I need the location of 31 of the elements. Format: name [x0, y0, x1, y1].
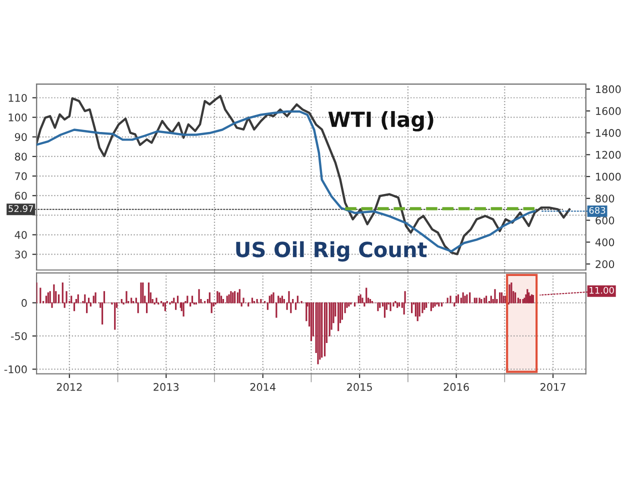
y2-tick-label: 800 [596, 194, 614, 202]
x-tick-label: 2013 [154, 383, 179, 391]
annotation: 11.00 [590, 286, 614, 294]
y2-tick-label: 1000 [596, 172, 621, 181]
y2-tick-label: 1200 [596, 150, 621, 159]
y2-tick-label: 1400 [596, 129, 621, 137]
y-tick-label: 110 [8, 94, 27, 102]
data-label: 683 [589, 206, 606, 214]
y2-tick-label: 600 [596, 216, 614, 224]
y-tick-label: 30 [15, 250, 27, 258]
y-tick-label: 40 [14, 230, 27, 239]
y-tick-label: -100 [4, 365, 27, 374]
x-tick-label: 2016 [444, 383, 469, 391]
y-tick-label: 60 [14, 192, 27, 200]
x-tick-label: 2012 [56, 383, 82, 391]
data-label: 52.97 [8, 205, 34, 212]
y2-tick-label: 1600 [596, 107, 621, 116]
x-tick-label: 2015 [347, 383, 372, 391]
y-tick-label: 90 [14, 133, 27, 141]
y2-tick-label: 1800 [596, 85, 621, 94]
annotation: US Oil Rig Count [236, 241, 427, 262]
y-tick-label: 80 [14, 152, 27, 161]
y-tick-label: 100 [8, 114, 27, 122]
annotation: WTI (lag) [328, 111, 434, 132]
y2-tick-label: 400 [595, 238, 614, 246]
y-tick-label: 70 [15, 172, 27, 180]
x-tick-label: 2014 [250, 383, 276, 391]
y-tick-label: -50 [11, 332, 27, 340]
y-tick-label: 0 [22, 299, 27, 307]
x-tick-label: 2017 [540, 383, 566, 391]
y2-tick-label: 200 [596, 260, 614, 268]
